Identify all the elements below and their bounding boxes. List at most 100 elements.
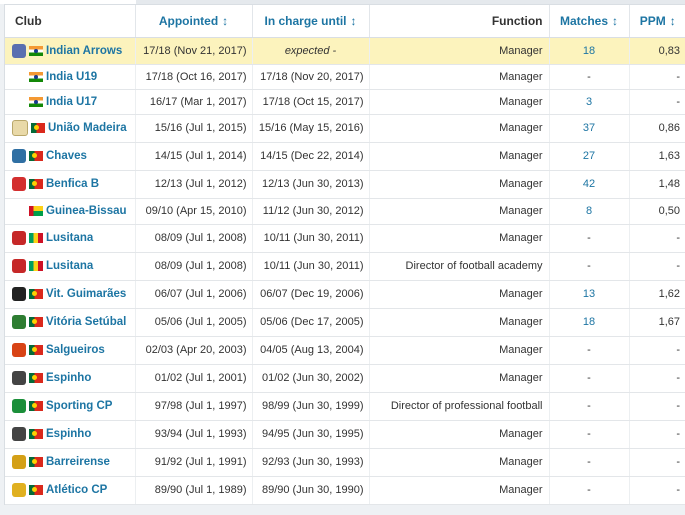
- in-charge-until-cell: 17/18 (Nov 20, 2017): [251, 64, 369, 90]
- club-name-link[interactable]: Indian Arrows: [46, 44, 123, 57]
- vit-guimaraes-crest-icon[interactable]: [12, 287, 26, 301]
- function-cell: Manager: [368, 308, 549, 337]
- portugal-flag-icon: [29, 179, 43, 189]
- club-name-link[interactable]: Vit. Guimarães: [46, 288, 127, 300]
- lusitana-crest-icon[interactable]: [12, 259, 26, 273]
- lusitana-crest-icon[interactable]: [12, 231, 26, 245]
- club-cell: Atlético CP: [5, 476, 135, 505]
- club-cell: Espinho: [5, 420, 135, 449]
- function-cell: Manager: [368, 364, 549, 393]
- club-name-link[interactable]: Chaves: [46, 150, 87, 162]
- table-row: India U17 16/17 (Mar 1, 2017) 17/18 (Oct 1…: [5, 89, 685, 115]
- table-row: Indian Arrows 17/18 (Nov 21, 2017) expecte…: [5, 37, 685, 65]
- portugal-flag-icon: [29, 485, 43, 495]
- portugal-flag-icon: [31, 123, 45, 133]
- in-charge-until-cell: 92/93 (Jun 30, 1993): [251, 448, 369, 477]
- matches-cell[interactable]: 27: [548, 142, 629, 171]
- club-name-link[interactable]: Sporting CP: [46, 400, 113, 412]
- column-header-club: Club: [5, 5, 135, 38]
- club-name-link[interactable]: Espinho: [46, 372, 92, 384]
- portugal-flag-icon: [29, 429, 43, 439]
- column-header-appointed[interactable]: Appointed ↕: [134, 5, 252, 38]
- appointed-cell: 12/13 (Jul 1, 2012): [134, 170, 252, 199]
- matches-cell: -: [548, 364, 629, 393]
- matches-cell[interactable]: 13: [548, 280, 629, 309]
- club-cell: Indian Arrows: [5, 37, 135, 65]
- ppm-cell: -: [628, 252, 685, 281]
- in-charge-until-cell: 01/02 (Jun 30, 2002): [251, 364, 369, 393]
- club-name-link[interactable]: Vitória Setúbal: [46, 316, 127, 328]
- club-name-link[interactable]: Benfica B: [46, 178, 100, 190]
- india-flag-icon: [29, 71, 43, 82]
- in-charge-until-cell: 05/06 (Dec 17, 2005): [251, 308, 369, 337]
- club-name-link[interactable]: Guinea-Bissau: [46, 205, 127, 217]
- portugal-flag-icon: [29, 289, 43, 299]
- matches-cell[interactable]: 8: [548, 198, 629, 225]
- ppm-cell: 1,48: [628, 170, 685, 199]
- in-charge-until-cell: 10/11 (Jun 30, 2011): [251, 224, 369, 253]
- club-cell: Benfica B: [5, 170, 135, 199]
- appointed-cell: 93/94 (Jul 1, 1993): [134, 420, 252, 449]
- in-charge-until-cell: 94/95 (Jun 30, 1995): [251, 420, 369, 449]
- vitoria-setubal-crest-icon[interactable]: [12, 315, 26, 329]
- matches-cell[interactable]: 3: [548, 89, 629, 115]
- club-name-link[interactable]: Espinho: [46, 428, 92, 440]
- matches-cell: -: [548, 336, 629, 365]
- benfica-crest-icon[interactable]: [12, 177, 26, 191]
- sort-icon: ↕: [612, 13, 619, 28]
- table-row: Vit. Guimarães 06/07 (Jul 1, 2006) 06/07 (…: [5, 280, 685, 309]
- club-cell: Lusitana: [5, 224, 135, 253]
- function-cell: Manager: [368, 420, 549, 449]
- matches-cell[interactable]: 18: [548, 308, 629, 337]
- espinho-crest-icon[interactable]: [12, 371, 26, 385]
- club-name-link[interactable]: Lusitana: [46, 232, 94, 244]
- column-header-ppm[interactable]: PPM ↕: [628, 5, 685, 38]
- appointed-cell: 09/10 (Apr 15, 2010): [134, 198, 252, 225]
- uniao-madeira-crest-icon[interactable]: [12, 120, 28, 136]
- chaves-crest-icon[interactable]: [12, 149, 26, 163]
- table-row: Espinho 01/02 (Jul 1, 2001) 01/02 (Jun 30,…: [5, 364, 685, 393]
- in-charge-until-cell: expected -: [251, 37, 369, 65]
- appointed-cell: 08/09 (Jul 1, 2008): [134, 224, 252, 253]
- salgueiros-crest-icon[interactable]: [12, 343, 26, 357]
- table-row: Guinea-Bissau 09/10 (Apr 15, 2010) 11/12 (…: [5, 198, 685, 225]
- indian-arrows-crest-icon[interactable]: [12, 43, 26, 58]
- club-name-link[interactable]: Atlético CP: [46, 484, 108, 496]
- matches-cell[interactable]: 37: [548, 114, 629, 143]
- appointed-cell: 16/17 (Mar 1, 2017): [134, 89, 252, 115]
- ppm-cell: -: [628, 476, 685, 505]
- sort-icon: ↕: [222, 13, 229, 28]
- club-name-link[interactable]: União Madeira: [48, 122, 127, 134]
- appointed-cell: 08/09 (Jul 1, 2008): [134, 252, 252, 281]
- column-header-matches[interactable]: Matches ↕: [548, 5, 629, 38]
- club-name-link[interactable]: Lusitana: [46, 260, 94, 272]
- club-name-link[interactable]: Barreirense: [46, 456, 110, 468]
- atletico-cp-crest-icon[interactable]: [12, 483, 26, 497]
- matches-cell[interactable]: 18: [548, 37, 629, 65]
- sporting-cp-crest-icon[interactable]: [12, 399, 26, 413]
- function-cell: Manager: [368, 89, 549, 115]
- club-name-link[interactable]: India U19: [46, 70, 98, 83]
- no-crest-icon: [12, 95, 26, 109]
- portugal-flag-icon: [29, 151, 43, 161]
- in-charge-until-cell: 17/18 (Oct 15, 2017): [251, 89, 369, 115]
- function-cell: Manager: [368, 37, 549, 65]
- sao-tome-flag-icon: [29, 233, 43, 243]
- table-row: Espinho 93/94 (Jul 1, 1993) 94/95 (Jun 30,…: [5, 420, 685, 449]
- club-cell: Vit. Guimarães: [5, 280, 135, 309]
- function-cell: Manager: [368, 336, 549, 365]
- function-cell: Manager: [368, 448, 549, 477]
- sort-icon: ↕: [350, 13, 357, 28]
- no-crest-icon: [12, 70, 26, 84]
- column-header-in-charge-until[interactable]: In charge until ↕: [251, 5, 369, 38]
- table-row: Atlético CP 89/90 (Jul 1, 1989) 89/90 (Jun…: [5, 476, 685, 505]
- club-name-link[interactable]: Salgueiros: [46, 344, 105, 356]
- club-cell: Vitória Setúbal: [5, 308, 135, 337]
- espinho-crest-icon[interactable]: [12, 427, 26, 441]
- function-cell: Manager: [368, 170, 549, 199]
- club-name-link[interactable]: India U17: [46, 95, 98, 108]
- barreirense-crest-icon[interactable]: [12, 455, 26, 469]
- in-charge-until-cell: 11/12 (Jun 30, 2012): [251, 198, 369, 225]
- matches-cell[interactable]: 42: [548, 170, 629, 199]
- club-cell: Sporting CP: [5, 392, 135, 421]
